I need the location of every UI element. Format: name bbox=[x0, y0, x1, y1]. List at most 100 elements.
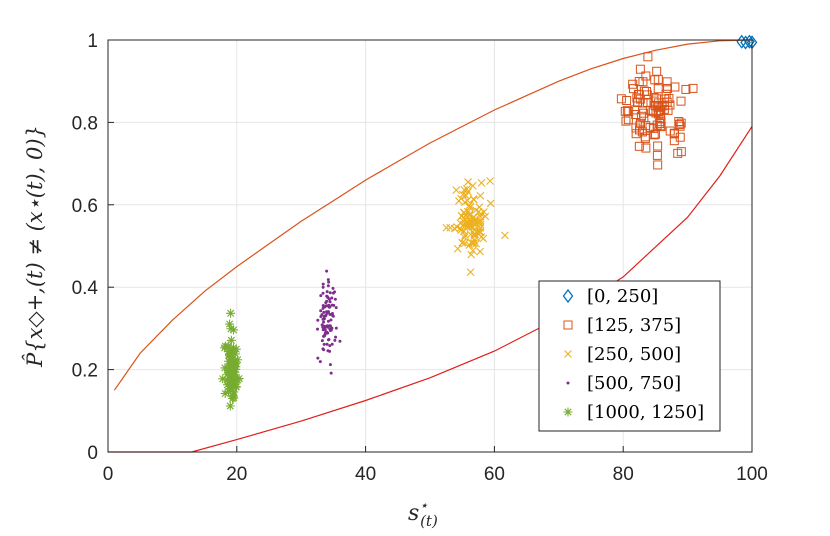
data-point bbox=[481, 212, 490, 221]
data-point bbox=[229, 325, 239, 335]
data-point bbox=[321, 282, 325, 286]
data-point bbox=[637, 127, 647, 137]
data-point bbox=[220, 389, 230, 399]
data-point bbox=[325, 330, 329, 334]
data-point bbox=[325, 299, 329, 303]
data-point bbox=[643, 52, 653, 62]
x-tick-label: 80 bbox=[613, 464, 634, 485]
data-point bbox=[628, 84, 638, 94]
data-point bbox=[655, 118, 665, 128]
data-point bbox=[639, 113, 649, 123]
data-point bbox=[653, 141, 663, 151]
data-point bbox=[228, 376, 238, 386]
data-point bbox=[468, 214, 477, 223]
data-point bbox=[316, 318, 320, 322]
data-point bbox=[467, 250, 476, 259]
y-axis-label-group: P̂{x◇+,(t) ≠ (x⋆(t), 0)} bbox=[23, 125, 47, 368]
data-point bbox=[225, 351, 235, 361]
data-point bbox=[328, 349, 332, 353]
y-tick-label: 0.8 bbox=[72, 113, 98, 134]
data-point bbox=[318, 360, 322, 364]
data-point bbox=[462, 191, 470, 200]
data-point bbox=[331, 314, 335, 318]
data-point bbox=[333, 290, 337, 294]
lower-bound-curve bbox=[108, 126, 753, 453]
data-point bbox=[669, 136, 679, 146]
data-point bbox=[316, 327, 320, 331]
plot-frame bbox=[107, 39, 753, 453]
data-point bbox=[222, 375, 232, 385]
data-point bbox=[621, 116, 631, 126]
y-tick-label: 0 bbox=[87, 443, 98, 464]
data-point bbox=[322, 310, 326, 314]
data-point bbox=[675, 121, 685, 131]
data-point bbox=[228, 371, 238, 381]
data-point bbox=[328, 312, 332, 316]
data-point bbox=[327, 310, 331, 314]
data-point bbox=[226, 324, 236, 334]
data-point bbox=[326, 284, 330, 288]
data-point bbox=[486, 199, 495, 208]
data-point bbox=[330, 303, 334, 307]
data-point bbox=[641, 143, 651, 153]
axis-ticks: 0 20 40 60 80 100 0 0.2 0.4 0.6 0.8 1 bbox=[72, 31, 768, 485]
data-point bbox=[326, 278, 330, 282]
data-point bbox=[468, 239, 477, 248]
data-point bbox=[338, 339, 342, 343]
data-point bbox=[323, 328, 327, 332]
legend-entry-label: [125, 375] bbox=[587, 315, 681, 336]
data-point bbox=[321, 347, 325, 351]
data-point bbox=[453, 223, 461, 231]
data-point bbox=[328, 300, 332, 304]
y-tick-label: 0.6 bbox=[72, 196, 98, 217]
data-point bbox=[676, 118, 686, 128]
data-point bbox=[230, 349, 240, 359]
data-point bbox=[486, 177, 495, 185]
data-point bbox=[466, 223, 475, 231]
data-point bbox=[322, 342, 326, 346]
data-point bbox=[662, 77, 672, 87]
data-point bbox=[476, 247, 485, 256]
legend-entry-label: [0, 250] bbox=[587, 286, 658, 307]
data-point bbox=[327, 280, 331, 284]
data-point bbox=[631, 129, 641, 139]
data-point bbox=[676, 96, 686, 106]
data-point bbox=[638, 108, 648, 118]
legend-entry-label: [1000, 1250] bbox=[587, 402, 704, 423]
data-point bbox=[675, 132, 685, 142]
data-point bbox=[654, 107, 664, 117]
data-point bbox=[460, 185, 469, 194]
data-point bbox=[442, 223, 451, 232]
data-point bbox=[639, 86, 649, 96]
data-point bbox=[328, 328, 332, 332]
data-point bbox=[321, 285, 325, 289]
data-point bbox=[333, 338, 337, 342]
data-point bbox=[321, 304, 325, 308]
series-asterisk bbox=[218, 308, 244, 411]
data-point bbox=[653, 84, 663, 94]
data-point bbox=[328, 363, 332, 367]
data-point bbox=[328, 324, 332, 328]
data-point bbox=[464, 178, 472, 186]
data-point bbox=[466, 202, 475, 211]
data-point bbox=[476, 223, 485, 232]
x-tick-label: 0 bbox=[103, 464, 114, 485]
data-point bbox=[500, 231, 509, 240]
data-point bbox=[222, 380, 232, 390]
data-point bbox=[688, 83, 698, 93]
data-point bbox=[226, 358, 236, 368]
data-point bbox=[327, 337, 331, 341]
data-point bbox=[322, 314, 326, 318]
data-point bbox=[231, 381, 241, 391]
y-tick-label: 1 bbox=[87, 31, 98, 52]
data-point bbox=[457, 226, 466, 234]
data-point bbox=[320, 339, 324, 343]
data-point bbox=[316, 356, 320, 360]
data-point bbox=[226, 308, 236, 318]
data-point bbox=[616, 94, 626, 104]
y-tick-label: 0.4 bbox=[72, 278, 99, 299]
data-point bbox=[653, 74, 663, 84]
legend-marker-square bbox=[563, 320, 573, 330]
data-point bbox=[468, 181, 477, 190]
data-point bbox=[225, 401, 235, 411]
